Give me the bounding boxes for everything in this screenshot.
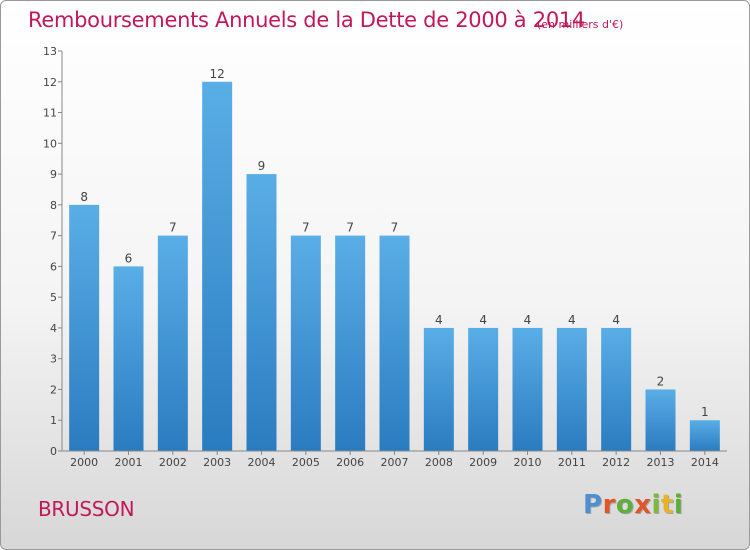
x-tick-label: 2000 (70, 456, 98, 469)
bars-group: 8 6 7 12 9 7 7 7 4 4 4 4 4 2 1 (69, 67, 720, 452)
bar-value-label: 4 (479, 313, 487, 327)
logo-letter: t (660, 490, 674, 520)
logo-letter: i (673, 490, 684, 520)
bar-2009 (468, 327, 499, 451)
bar-2000 (69, 204, 100, 451)
bar-value-label: 4 (524, 313, 532, 327)
x-tick-label: 2014 (691, 456, 719, 469)
y-tick-label: 1 (50, 414, 57, 427)
commune-name: BRUSSON (38, 497, 135, 521)
x-tick-label: 2009 (469, 456, 497, 469)
logo-letter: o (615, 490, 635, 520)
bar-2014 (689, 420, 720, 451)
bar-value-label: 7 (302, 221, 310, 235)
bar-2005 (290, 235, 321, 451)
bar-value-label: 4 (612, 313, 620, 327)
bar-2002 (157, 235, 188, 451)
x-tick-label: 2007 (381, 456, 409, 469)
x-tick-label: 2006 (336, 456, 364, 469)
bar-2001 (113, 266, 144, 451)
x-tick-label: 2004 (248, 456, 276, 469)
x-tick-label: 2008 (425, 456, 453, 469)
bar-value-label: 1 (701, 405, 709, 419)
bar-2010 (512, 327, 543, 451)
bar-2011 (556, 327, 587, 451)
bar-2003 (202, 81, 233, 452)
x-tick-label: 2013 (647, 456, 675, 469)
bar-value-label: 7 (346, 221, 354, 235)
bar-2007 (379, 235, 410, 451)
y-tick-label: 5 (50, 291, 57, 304)
bar-value-label: 9 (258, 159, 266, 173)
bar-value-label: 2 (657, 374, 665, 388)
y-tick-label: 11 (43, 107, 57, 120)
bar-2008 (423, 327, 454, 451)
bar-value-label: 4 (568, 313, 576, 327)
x-tick-label: 2012 (602, 456, 630, 469)
bar-value-label: 8 (80, 190, 88, 204)
x-tick-label: 2011 (558, 456, 586, 469)
y-tick-label: 9 (50, 168, 57, 181)
y-tick-label: 12 (43, 76, 57, 89)
logo-letter: i (651, 490, 661, 520)
bar-value-label: 4 (435, 313, 443, 327)
chart-title: Remboursements Annuels de la Dette de 20… (28, 8, 585, 32)
x-tick-label: 2010 (514, 456, 542, 469)
proxiti-logo: Proxiti (583, 490, 683, 520)
logo-letter: r (602, 490, 616, 520)
x-tick-label: 2002 (159, 456, 187, 469)
y-tick-label: 2 (50, 383, 57, 396)
bar-2013 (645, 389, 676, 451)
y-tick-label: 3 (50, 353, 57, 366)
x-tick-label: 2005 (292, 456, 320, 469)
y-tick-label: 0 (50, 445, 57, 458)
y-tick-label: 4 (50, 322, 57, 335)
logo-letter: P (583, 490, 603, 520)
y-tick-label: 7 (50, 230, 57, 243)
bar-2006 (335, 235, 366, 451)
bar-2012 (601, 327, 632, 451)
bar-value-label: 12 (210, 67, 225, 81)
y-tick-label: 8 (50, 199, 57, 212)
bar-value-label: 7 (391, 221, 399, 235)
x-tick-label: 2003 (203, 456, 231, 469)
x-tick-label: 2001 (115, 456, 143, 469)
logo-letter: x (634, 490, 652, 520)
y-tick-label: 13 (43, 45, 57, 58)
y-tick-label: 6 (50, 260, 57, 273)
bar-value-label: 7 (169, 221, 177, 235)
y-tick-label: 10 (43, 137, 57, 150)
bar-value-label: 6 (125, 251, 133, 265)
bar-2004 (246, 174, 277, 452)
chart-unit: (en milliers d'€) (537, 18, 624, 31)
